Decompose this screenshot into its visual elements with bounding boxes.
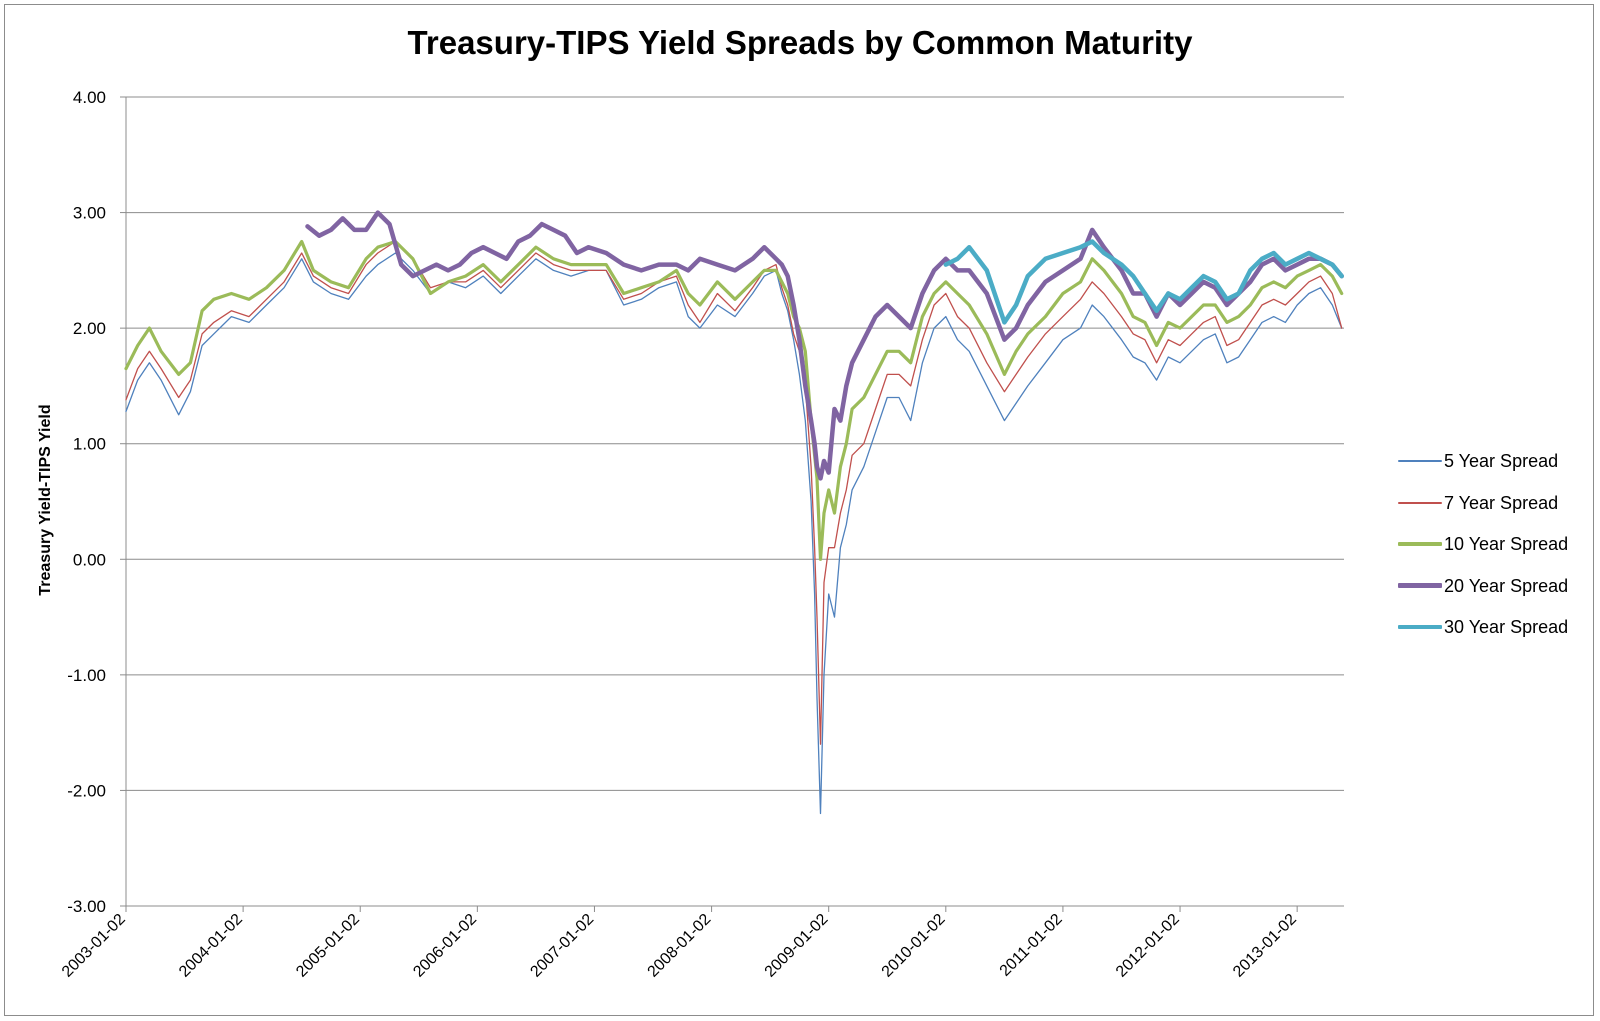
series-line-10-year-spread xyxy=(124,239,1344,561)
x-tick-label: 2012-01-02 xyxy=(1113,911,1183,981)
legend-swatch xyxy=(1398,460,1442,462)
legend-label: 20 Year Spread xyxy=(1444,575,1569,596)
y-tick-label: -1.00 xyxy=(67,666,106,685)
series-line-20-year-spread xyxy=(305,210,1344,481)
legend-swatch xyxy=(1398,583,1442,588)
y-tick-label: 0.00 xyxy=(73,550,106,569)
legend-item: 20 Year Spread xyxy=(1398,573,1598,615)
series-line-5-year-spread xyxy=(125,252,1343,815)
legend-swatch xyxy=(1398,501,1442,504)
y-tick-label: -2.00 xyxy=(67,781,106,800)
legend-swatch xyxy=(1398,624,1442,630)
series-line-7-year-spread xyxy=(125,240,1343,745)
legend-item: 10 Year Spread xyxy=(1398,531,1598,573)
legend-label: 10 Year Spread xyxy=(1444,534,1569,554)
chart-title: Treasury-TIPS Yield Spreads by Common Ma… xyxy=(407,24,1193,61)
legend-label: 7 Year Spread xyxy=(1444,492,1559,513)
x-tick-label: 2004-01-02 xyxy=(176,911,246,981)
x-tick-label: 2008-01-02 xyxy=(645,911,715,981)
x-tick-label: 2005-01-02 xyxy=(293,911,363,981)
series-line-30-year-spread xyxy=(943,239,1344,325)
x-tick-label: 2010-01-02 xyxy=(879,911,949,981)
y-tick-label: -3.00 xyxy=(67,897,106,916)
x-tick-label: 2011-01-02 xyxy=(997,911,1066,980)
axes xyxy=(120,96,1298,912)
legend-item: 30 Year Spread xyxy=(1398,614,1598,656)
legend-swatch xyxy=(1398,542,1442,546)
legend-item: 5 Year Spread xyxy=(1398,448,1598,490)
x-tick-label: 2013-01-02 xyxy=(1230,911,1300,981)
x-tick-label: 2003-01-02 xyxy=(59,911,129,981)
legend-item: 7 Year Spread xyxy=(1398,490,1598,532)
y-tick-label: 4.00 xyxy=(73,88,106,107)
gridlines xyxy=(126,96,1344,907)
x-tick-label: 2007-01-02 xyxy=(527,911,597,981)
y-tick-label: 2.00 xyxy=(73,319,106,338)
x-tick-label: 2006-01-02 xyxy=(410,911,480,981)
x-tick-label: 2009-01-02 xyxy=(762,911,832,981)
legend-label: 30 Year Spread xyxy=(1444,617,1569,637)
tick-labels: 4.00 3.00 2.00 1.00 0.00 -1.00 -2.00 -3.002003-… xyxy=(59,88,1300,981)
series-lines xyxy=(124,210,1344,815)
legend-label: 5 Year Spread xyxy=(1444,451,1559,471)
y-tick-label: 1.00 xyxy=(73,435,106,454)
y-tick-label: 3.00 xyxy=(73,204,106,223)
chart-frame xyxy=(4,4,1594,1016)
legend: 5 Year Spread 7 Year Spread 10 Year Spread… xyxy=(1398,448,1598,656)
